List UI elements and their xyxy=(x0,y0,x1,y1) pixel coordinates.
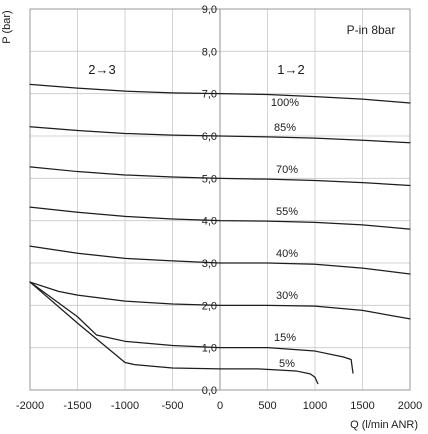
y-tick-label: 3,0 xyxy=(202,258,217,270)
y-tick-label: 6,0 xyxy=(202,131,217,143)
x-tick-label: 500 xyxy=(258,400,276,412)
inlet-pressure-annotation: P-in 8bar xyxy=(347,23,396,37)
x-tick-label: 2000 xyxy=(398,400,422,412)
series-lines: 100% 85% 70% 55% 40% 30% 15% 5% xyxy=(29,83,411,385)
x-tick-label: 1500 xyxy=(350,400,374,412)
y-tick-label: 5,0 xyxy=(202,173,217,185)
x-tick-label: 1000 xyxy=(303,400,327,412)
chart-labels: P (bar) Q (l/min ANR) P-in 8bar 2→3 1→2 xyxy=(1,10,418,431)
x-tick-label: -1500 xyxy=(63,400,91,412)
y-tick-label: 4,0 xyxy=(202,216,217,228)
y-tick-label: 7,0 xyxy=(202,89,217,101)
y-tick-label: 2,0 xyxy=(202,300,217,312)
x-tick-label: -1000 xyxy=(111,400,139,412)
series-label: 40% xyxy=(276,248,298,260)
series-line-70 xyxy=(29,166,411,187)
series-label: 70% xyxy=(276,164,298,176)
series-line-15 xyxy=(29,281,354,374)
series-label: 5% xyxy=(279,358,295,370)
y-tick-label: 9,0 xyxy=(202,4,217,16)
x-axis-label: Q (l/min ANR) xyxy=(350,419,418,431)
y-tick-label: 1,0 xyxy=(202,343,217,355)
series-label: 15% xyxy=(274,332,296,344)
axes: -2000 -1500 -1000 -500 0 500 1000 1500 2000 0,0 1,… xyxy=(16,4,422,412)
series-line-55 xyxy=(29,206,411,230)
series-label: 85% xyxy=(274,122,296,134)
series-label: 55% xyxy=(276,206,298,218)
region-right-label: 1→2 xyxy=(277,62,304,77)
series-line-5 xyxy=(29,281,319,385)
x-tick-label: -2000 xyxy=(16,400,44,412)
series-label: 30% xyxy=(276,290,298,302)
series-line-40 xyxy=(29,245,411,275)
x-tick-label: -500 xyxy=(161,400,183,412)
series-label: 100% xyxy=(271,97,299,109)
series-line-85 xyxy=(29,126,411,144)
series-line-100 xyxy=(29,83,411,104)
x-tick-label: 0 xyxy=(217,400,223,412)
y-tick-label: 8,0 xyxy=(202,46,217,58)
y-axis-label: P (bar) xyxy=(1,10,13,43)
region-left-label: 2→3 xyxy=(88,62,115,77)
y-tick-label: 0,0 xyxy=(202,385,217,397)
series-line-30 xyxy=(29,281,411,320)
